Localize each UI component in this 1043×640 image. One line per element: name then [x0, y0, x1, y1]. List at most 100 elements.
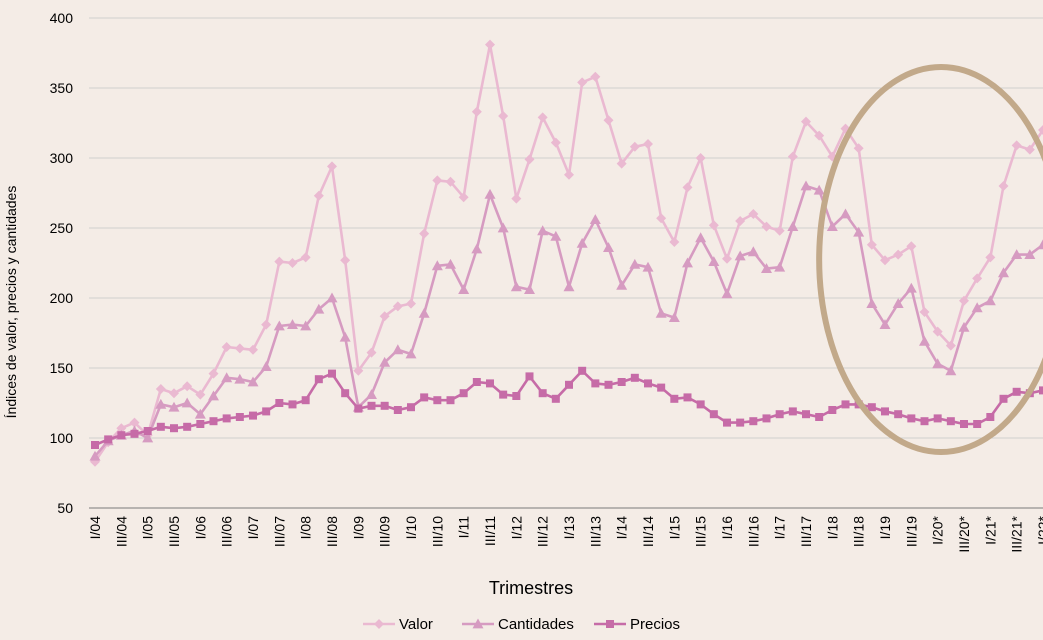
- legend-label: Cantidades: [498, 616, 574, 633]
- precios-point: [657, 384, 665, 392]
- valor-point: [406, 299, 416, 309]
- valor-point: [735, 216, 745, 226]
- precios-point: [539, 389, 547, 397]
- cantidades-point: [511, 281, 522, 291]
- valor-series: [90, 40, 1043, 467]
- precios-point: [486, 379, 494, 387]
- gridlines: [89, 18, 1043, 508]
- precios-point: [407, 403, 415, 411]
- x-tick-label: III/14: [640, 516, 656, 547]
- valor-point: [643, 139, 653, 149]
- y-tick-label: 100: [50, 430, 74, 446]
- precios-point: [789, 407, 797, 415]
- precios-point: [907, 414, 915, 422]
- x-tick-label: I/11: [456, 516, 472, 539]
- precios-point: [1039, 386, 1043, 394]
- valor-point: [604, 115, 614, 125]
- precios-point: [986, 413, 994, 421]
- cantidades-point: [261, 361, 272, 371]
- cantidades-point: [945, 365, 956, 375]
- precios-point: [1013, 388, 1021, 396]
- cantidades-point: [682, 258, 693, 268]
- precios-point: [315, 375, 323, 383]
- valor-point: [696, 153, 706, 163]
- cantidades-point: [801, 181, 812, 191]
- cantidades-point: [722, 288, 733, 298]
- valor-point: [683, 182, 693, 192]
- x-tick-label: III/21*: [1009, 515, 1025, 552]
- valor-point: [709, 220, 719, 230]
- cantidades-point: [537, 225, 548, 235]
- precios-point: [934, 414, 942, 422]
- precios-point: [881, 407, 889, 415]
- x-tick-label: III/17: [798, 516, 814, 547]
- cantidades-point: [327, 293, 338, 303]
- valor-point: [590, 72, 600, 82]
- x-tick-label: I/09: [350, 516, 366, 540]
- valor-point: [340, 255, 350, 265]
- precios-point: [606, 620, 614, 628]
- cantidades-point: [748, 246, 759, 256]
- legend-label: Valor: [399, 616, 433, 633]
- valor-point: [538, 112, 548, 122]
- valor-point: [564, 170, 574, 180]
- precios-point: [512, 392, 520, 400]
- valor-point: [288, 258, 298, 268]
- valor-point: [374, 619, 384, 629]
- precios-point: [684, 393, 692, 401]
- y-axis-label: Índices de valor, precios y cantidades: [3, 186, 19, 419]
- x-tick-label: I/21*: [982, 515, 998, 544]
- valor-point: [722, 254, 732, 264]
- cantidades-point: [485, 189, 496, 199]
- x-tick-label: I/14: [614, 516, 630, 540]
- precios-point: [1000, 395, 1008, 403]
- series-layer: [90, 40, 1043, 467]
- x-tick-label: I/17: [772, 516, 788, 540]
- precios-point: [526, 372, 534, 380]
- precios-point: [144, 427, 152, 435]
- precios-point: [894, 410, 902, 418]
- x-tick-label: III/06: [219, 516, 235, 547]
- precios-point: [183, 423, 191, 431]
- y-tick-label: 400: [50, 10, 74, 26]
- precios-point: [736, 419, 744, 427]
- precios-point: [868, 403, 876, 411]
- precios-point: [749, 417, 757, 425]
- x-tick-label: I/07: [245, 516, 261, 540]
- precios-point: [157, 423, 165, 431]
- legend-label: Precios: [630, 616, 680, 633]
- precios-point: [960, 420, 968, 428]
- cantidades-point: [708, 256, 719, 266]
- valor-point: [788, 152, 798, 162]
- cantidades-point: [590, 214, 601, 224]
- precios-point: [223, 414, 231, 422]
- precios-point: [578, 367, 586, 375]
- precios-point: [328, 370, 336, 378]
- precios-point: [394, 406, 402, 414]
- precios-point: [302, 396, 310, 404]
- y-tick-label: 150: [50, 360, 74, 376]
- y-tick-label: 200: [50, 290, 74, 306]
- precios-point: [447, 396, 455, 404]
- x-tick-label: I/05: [140, 516, 156, 540]
- x-tick-label: I/22*: [1035, 515, 1043, 544]
- precios-point: [170, 424, 178, 432]
- x-tick-label: I/19: [877, 516, 893, 540]
- precios-point: [565, 381, 573, 389]
- x-axis-label: Trimestres: [489, 578, 573, 598]
- x-tick-label: I/16: [719, 516, 735, 540]
- x-tick-label: III/15: [693, 516, 709, 547]
- precios-point: [605, 381, 613, 389]
- cantidades-point: [787, 221, 798, 231]
- x-tick-label: I/08: [298, 516, 314, 540]
- precios-point: [249, 412, 257, 420]
- x-tick-label: III/08: [324, 516, 340, 547]
- x-tick-label: III/18: [851, 516, 867, 547]
- x-tick-label: I/12: [508, 516, 524, 540]
- valor-point: [485, 40, 495, 50]
- cantidades-point: [577, 238, 588, 248]
- precios-point: [815, 413, 823, 421]
- valor-point: [169, 388, 179, 398]
- precios-point: [828, 406, 836, 414]
